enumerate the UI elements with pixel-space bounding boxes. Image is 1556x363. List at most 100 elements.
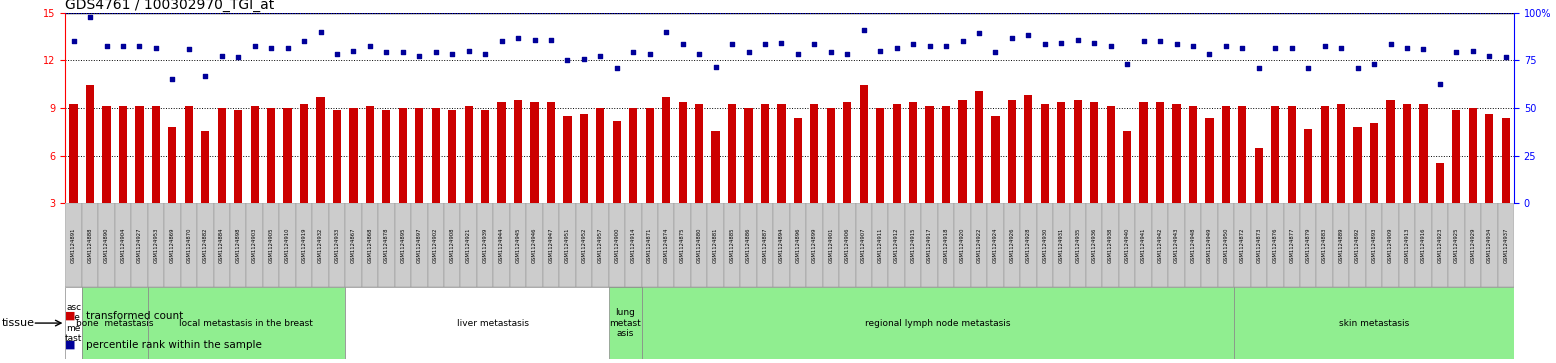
Text: GSM1124930: GSM1124930 bbox=[1043, 227, 1047, 263]
Bar bbox=[316, 97, 325, 203]
Point bbox=[489, 38, 513, 44]
Text: GSM1124896: GSM1124896 bbox=[795, 227, 800, 263]
Text: GSM1124902: GSM1124902 bbox=[433, 227, 439, 263]
Bar bbox=[839, 203, 856, 287]
Point bbox=[506, 35, 531, 41]
Point bbox=[1164, 42, 1189, 48]
Point bbox=[836, 51, 860, 57]
Point bbox=[901, 42, 926, 48]
Bar bbox=[70, 104, 78, 203]
Bar bbox=[1169, 203, 1184, 287]
Text: GSM1124876: GSM1124876 bbox=[1273, 227, 1277, 263]
Text: GSM1124869: GSM1124869 bbox=[170, 227, 174, 263]
Bar bbox=[1386, 101, 1394, 203]
Point bbox=[868, 48, 893, 54]
Bar bbox=[1254, 148, 1263, 203]
Point bbox=[110, 43, 135, 49]
Text: GSM1124893: GSM1124893 bbox=[1371, 227, 1377, 263]
Text: percentile rank within the sample: percentile rank within the sample bbox=[86, 340, 261, 350]
Text: GSM1124941: GSM1124941 bbox=[1141, 227, 1147, 263]
Point bbox=[671, 42, 696, 48]
Text: GSM1124915: GSM1124915 bbox=[910, 227, 915, 263]
Point bbox=[538, 37, 563, 42]
Bar bbox=[1419, 104, 1427, 203]
Bar bbox=[1021, 203, 1036, 287]
Point bbox=[473, 51, 498, 57]
Text: GSM1124927: GSM1124927 bbox=[137, 227, 142, 263]
Bar bbox=[1024, 95, 1033, 203]
Bar bbox=[826, 108, 836, 203]
Bar bbox=[345, 287, 641, 359]
Point bbox=[801, 42, 826, 48]
Text: asc
ite
me
tast: asc ite me tast bbox=[65, 303, 82, 343]
Bar bbox=[794, 118, 801, 203]
Bar bbox=[1337, 104, 1346, 203]
Bar bbox=[559, 203, 576, 287]
Bar bbox=[168, 127, 176, 203]
Text: GSM1124871: GSM1124871 bbox=[647, 227, 652, 263]
Point bbox=[1427, 81, 1452, 87]
Bar bbox=[976, 91, 983, 203]
Point bbox=[440, 51, 465, 57]
Bar bbox=[1464, 203, 1481, 287]
Bar bbox=[465, 106, 473, 203]
Text: GSM1124921: GSM1124921 bbox=[467, 227, 471, 263]
Text: GSM1124937: GSM1124937 bbox=[1503, 227, 1508, 263]
Point bbox=[571, 56, 596, 62]
Text: GSM1124897: GSM1124897 bbox=[417, 227, 422, 263]
Bar bbox=[251, 106, 258, 203]
Point bbox=[786, 51, 811, 57]
Bar bbox=[1151, 203, 1169, 287]
Bar bbox=[1119, 203, 1136, 287]
Bar bbox=[163, 203, 180, 287]
Text: GSM1124935: GSM1124935 bbox=[1075, 227, 1080, 263]
Bar bbox=[823, 203, 839, 287]
Bar bbox=[1321, 106, 1329, 203]
Point bbox=[1181, 43, 1206, 49]
Bar bbox=[180, 203, 198, 287]
Text: GDS4761 / 100302970_TGI_at: GDS4761 / 100302970_TGI_at bbox=[65, 0, 274, 12]
Bar bbox=[233, 110, 243, 203]
Bar bbox=[941, 106, 951, 203]
Bar bbox=[1069, 203, 1086, 287]
Point bbox=[78, 15, 103, 20]
Bar bbox=[856, 203, 871, 287]
Point bbox=[736, 49, 761, 55]
Bar bbox=[696, 104, 703, 203]
Bar bbox=[82, 203, 98, 287]
Bar bbox=[213, 203, 230, 287]
Text: GSM1124905: GSM1124905 bbox=[269, 227, 274, 263]
Bar bbox=[498, 102, 506, 203]
Point bbox=[686, 51, 711, 57]
Point bbox=[1477, 53, 1502, 58]
Bar bbox=[546, 102, 555, 203]
Point bbox=[258, 45, 283, 50]
Bar bbox=[345, 203, 361, 287]
Bar bbox=[398, 108, 408, 203]
Bar bbox=[1449, 203, 1464, 287]
Text: GSM1124920: GSM1124920 bbox=[960, 227, 965, 263]
Text: GSM1124926: GSM1124926 bbox=[1010, 227, 1015, 263]
Bar bbox=[744, 108, 753, 203]
Point bbox=[1344, 65, 1369, 71]
Bar bbox=[296, 203, 313, 287]
Bar bbox=[658, 203, 674, 287]
Bar bbox=[608, 287, 641, 359]
Bar bbox=[86, 85, 95, 203]
Text: GSM1124879: GSM1124879 bbox=[1305, 227, 1310, 263]
Bar bbox=[926, 106, 934, 203]
Text: GSM1124911: GSM1124911 bbox=[878, 227, 882, 263]
Point bbox=[243, 43, 268, 49]
Bar bbox=[1271, 106, 1279, 203]
Text: transformed count: transformed count bbox=[86, 311, 182, 321]
Point bbox=[769, 40, 794, 46]
Point bbox=[1229, 45, 1254, 50]
Point bbox=[423, 49, 448, 55]
Point bbox=[128, 43, 152, 49]
Bar bbox=[1382, 203, 1399, 287]
Bar bbox=[629, 108, 638, 203]
Point bbox=[1016, 32, 1041, 38]
Bar bbox=[596, 108, 604, 203]
Bar bbox=[626, 203, 641, 287]
Point bbox=[308, 29, 333, 35]
